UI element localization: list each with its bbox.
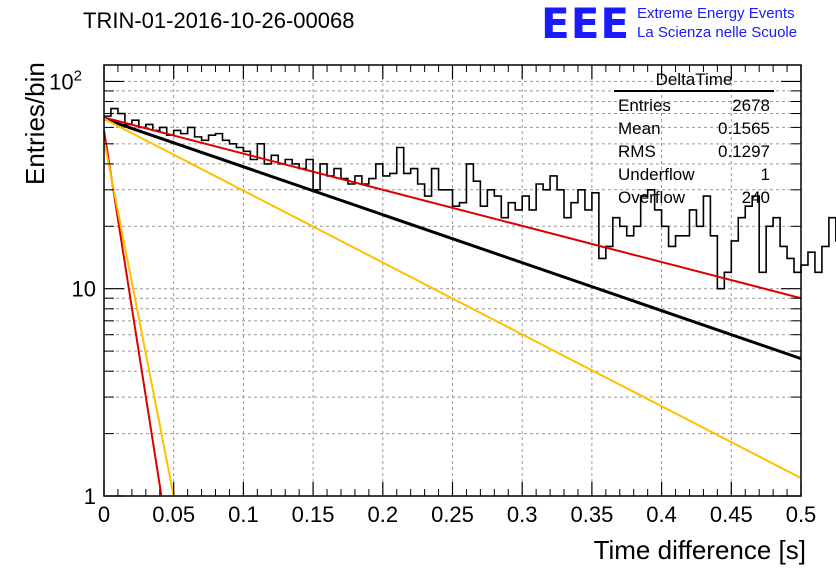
x-tick-label: 0.3 — [507, 502, 538, 527]
stats-label: Entries — [618, 96, 671, 115]
x-tick-label: 0.35 — [570, 502, 613, 527]
x-tick-label: 0.4 — [646, 502, 677, 527]
stats-label: Mean — [618, 119, 661, 138]
stats-label: RMS — [618, 142, 656, 161]
logo-tagline-1: Extreme Energy Events — [637, 5, 795, 22]
x-tick-label: 0.2 — [368, 502, 399, 527]
stats-value: 2678 — [732, 96, 770, 115]
tick-labels: 0 0.05 0.1 0.15 0.2 0.25 0.3 0.35 0.4 0.45 0.5 1 10 1… — [49, 67, 816, 527]
x-tick-label: 0.05 — [152, 502, 195, 527]
fit-curve — [103, 116, 802, 300]
x-tick-label: 0.25 — [431, 502, 474, 527]
stats-value: 240 — [741, 188, 770, 207]
logo-tagline-2: La Scienza nelle Scuole — [637, 24, 798, 41]
x-tick-label: 0.1 — [228, 502, 259, 527]
y-tick-label: 102 — [49, 67, 82, 94]
stats-row-overflow: Overflow 240 — [610, 186, 778, 209]
stats-row-rms: RMS 0.1297 — [610, 140, 778, 163]
fit-curve — [103, 140, 175, 497]
stats-name: DeltaTime — [614, 70, 774, 92]
eee-logo: EEE — [541, 0, 631, 48]
y-tick-label: 10 — [72, 277, 96, 302]
y-tick-label: 1 — [84, 484, 96, 509]
x-axis-label: Time difference [s] — [593, 535, 806, 565]
stats-value: 1 — [760, 165, 770, 184]
y-axis-label: Entries/bin — [20, 62, 50, 185]
stats-label: Overflow — [618, 188, 686, 207]
stats-label: Underflow — [618, 165, 695, 184]
stats-row-mean: Mean 0.1565 — [610, 117, 778, 140]
x-tick-label: 0 — [98, 502, 110, 527]
fit-curve — [103, 117, 802, 479]
stats-value: 0.1565 — [718, 119, 770, 138]
stats-row-underflow: Underflow 1 — [610, 163, 778, 186]
stats-value: 0.1297 — [718, 142, 770, 161]
fit-curve — [103, 117, 802, 361]
stats-row-entries: Entries 2678 — [610, 94, 778, 117]
fit-curves — [103, 116, 802, 497]
chart-title: TRIN-01-2016-10-26-00068 — [83, 8, 355, 33]
x-tick-label: 0.45 — [710, 502, 753, 527]
stats-box: DeltaTime Entries 2678 Mean 0.1565 RMS 0… — [610, 70, 778, 209]
axes — [103, 64, 802, 497]
x-tick-label: 0.5 — [786, 502, 817, 527]
x-tick-label: 0.15 — [292, 502, 335, 527]
